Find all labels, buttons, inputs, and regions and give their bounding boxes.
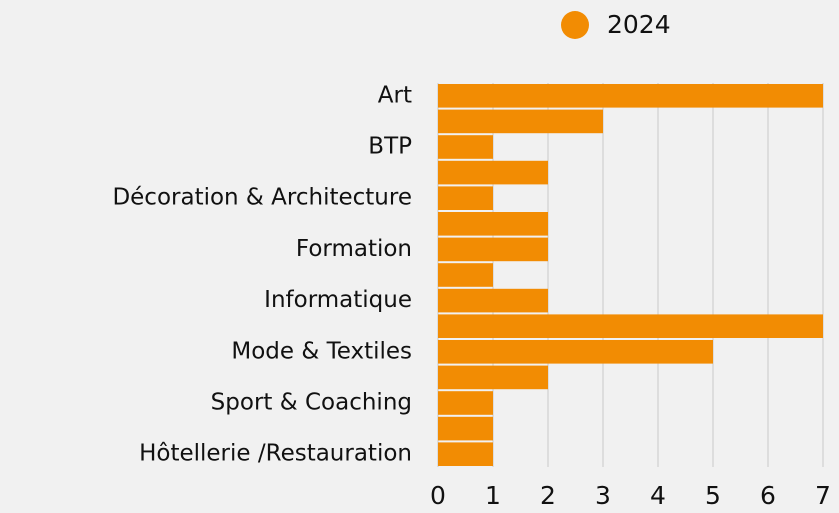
bar: [438, 237, 548, 262]
y-tick-label: BTP: [368, 134, 412, 160]
y-tick-label: Art: [378, 82, 412, 108]
x-tick-label: 4: [650, 481, 666, 510]
y-tick-label: Sport & Coaching: [211, 390, 412, 416]
y-tick-label: Informatique: [264, 287, 412, 313]
legend-label: 2024: [607, 10, 671, 39]
x-tick-label: 1: [485, 481, 501, 510]
x-tick-label: 0: [430, 481, 446, 510]
x-tick-label: 7: [815, 481, 831, 510]
y-tick-label: Formation: [296, 236, 412, 262]
bar: [438, 212, 548, 236]
bar: [438, 365, 548, 390]
legend-marker: [561, 11, 589, 39]
bar: [438, 135, 493, 159]
y-tick-label: Décoration & Architecture: [112, 185, 412, 211]
x-tick-label: 3: [595, 481, 611, 510]
bar: [438, 442, 493, 466]
bar: [438, 84, 823, 108]
bar: [438, 288, 548, 313]
bar: [438, 263, 493, 287]
x-tick-label: 2: [540, 481, 556, 510]
y-tick-label: Hôtellerie /Restauration: [139, 441, 412, 467]
y-tick-label: Mode & Textiles: [231, 338, 412, 364]
bar: [438, 160, 548, 185]
bar: [438, 340, 713, 364]
x-tick-label: 5: [705, 481, 721, 510]
bar: [438, 186, 493, 210]
bar: [438, 314, 823, 338]
bar: [438, 109, 603, 134]
bar: [438, 391, 493, 415]
bar: [438, 416, 493, 441]
x-tick-label: 6: [760, 481, 776, 510]
